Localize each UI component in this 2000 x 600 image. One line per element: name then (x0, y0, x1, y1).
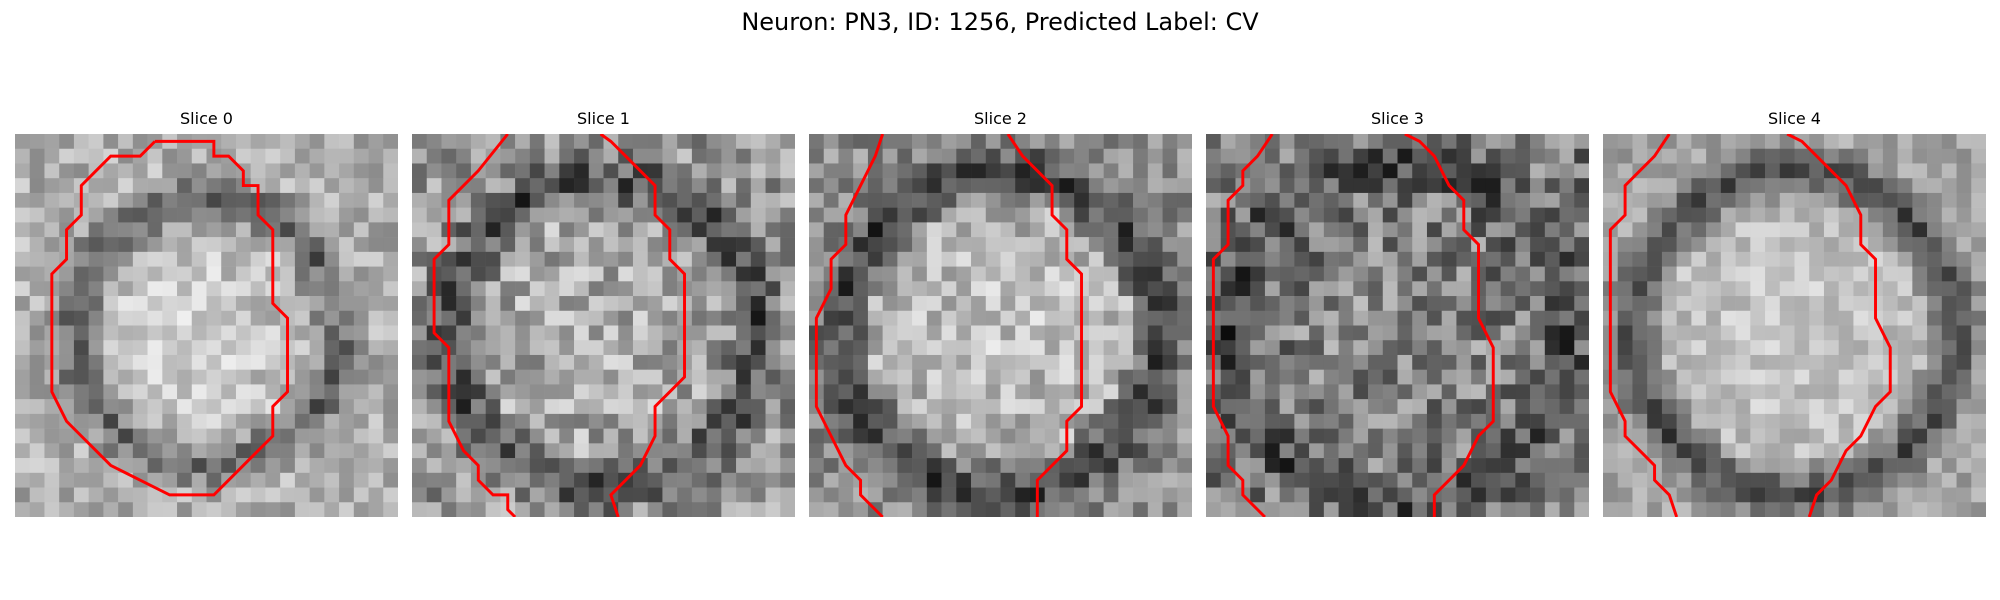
contour-line-right (1404, 134, 1495, 517)
pixel-grid (809, 134, 1192, 517)
slice-title: Slice 1 (577, 109, 630, 128)
pixel-grid (1603, 134, 1986, 517)
contour-line-left (1608, 134, 1679, 517)
slice-title: Slice 2 (974, 109, 1027, 128)
slice-image (1603, 134, 1986, 517)
slice-title: Slice 4 (1768, 109, 1821, 128)
contour-line-right (1786, 134, 1892, 517)
slice-1-svg (412, 134, 795, 517)
slice-3-svg (1206, 134, 1589, 517)
slice-0-svg (15, 134, 398, 517)
contour-line-left (1211, 134, 1274, 517)
contour-line-left (814, 134, 885, 517)
contour-line-right (599, 134, 686, 517)
slice-2-svg (809, 134, 1192, 517)
pixel-grid (15, 134, 398, 517)
contour-line (50, 139, 289, 497)
contour-line-left (432, 134, 517, 517)
slice-image (809, 134, 1192, 517)
pixel-grid (412, 134, 795, 517)
slice-title: Slice 0 (180, 109, 233, 128)
slice-image (15, 134, 398, 517)
slice-title: Slice 3 (1371, 109, 1424, 128)
contour-line-right (1006, 134, 1083, 517)
pixel-grid (1206, 134, 1589, 517)
slice-4-svg (1603, 134, 1986, 517)
figure-title: Neuron: PN3, ID: 1256, Predicted Label: … (741, 8, 1259, 36)
slice-image (1206, 134, 1589, 517)
slice-image (412, 134, 795, 517)
